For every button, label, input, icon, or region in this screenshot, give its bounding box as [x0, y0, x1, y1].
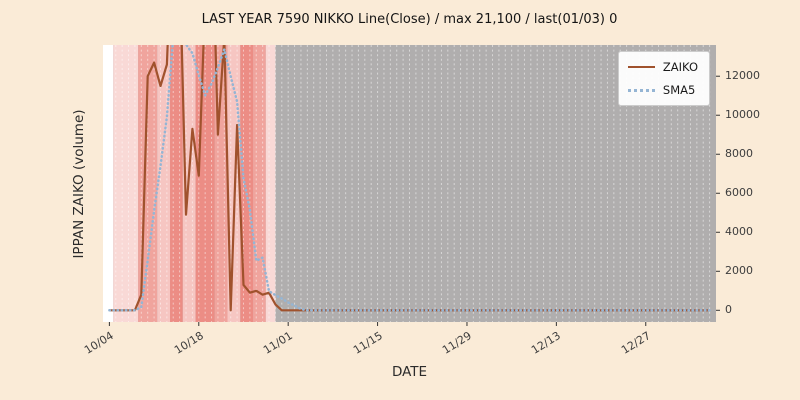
legend-entry-zaiko: ZAIKO — [627, 60, 698, 74]
x-axis-label: DATE — [391, 364, 428, 380]
y-tick-label: 6000 — [725, 186, 753, 200]
y-tick-label: 4000 — [725, 225, 753, 239]
y-tick-label: 0 — [725, 303, 732, 317]
highlight-band — [113, 45, 139, 322]
chart-title: LAST YEAR 7590 NIKKO Line(Close) / max 2… — [201, 12, 618, 27]
highlight-band — [240, 45, 254, 322]
series-line-sma5 — [108, 45, 711, 312]
highlight-band — [103, 45, 114, 322]
y-tick-label: 12000 — [725, 69, 760, 83]
y-axis-label: IPPAN ZAIKO (volume) — [71, 109, 87, 259]
y-tick-label: 10000 — [725, 108, 760, 122]
sma5-line-sample-icon — [627, 88, 655, 92]
highlight-band — [253, 45, 266, 322]
y-tick-label: 8000 — [725, 147, 753, 161]
y-tick-label: 2000 — [725, 264, 753, 278]
legend: ZAIKO SMA5 — [617, 51, 710, 106]
legend-entry-sma5: SMA5 — [627, 83, 698, 97]
gridlines — [108, 45, 711, 322]
highlight-band — [170, 45, 183, 322]
highlight-band — [265, 45, 276, 322]
legend-label-zaiko: ZAIKO — [662, 60, 698, 74]
tick-marks — [108, 75, 720, 326]
legend-label-sma5: SMA5 — [662, 83, 696, 97]
zaiko-line-sample-icon — [627, 66, 655, 68]
